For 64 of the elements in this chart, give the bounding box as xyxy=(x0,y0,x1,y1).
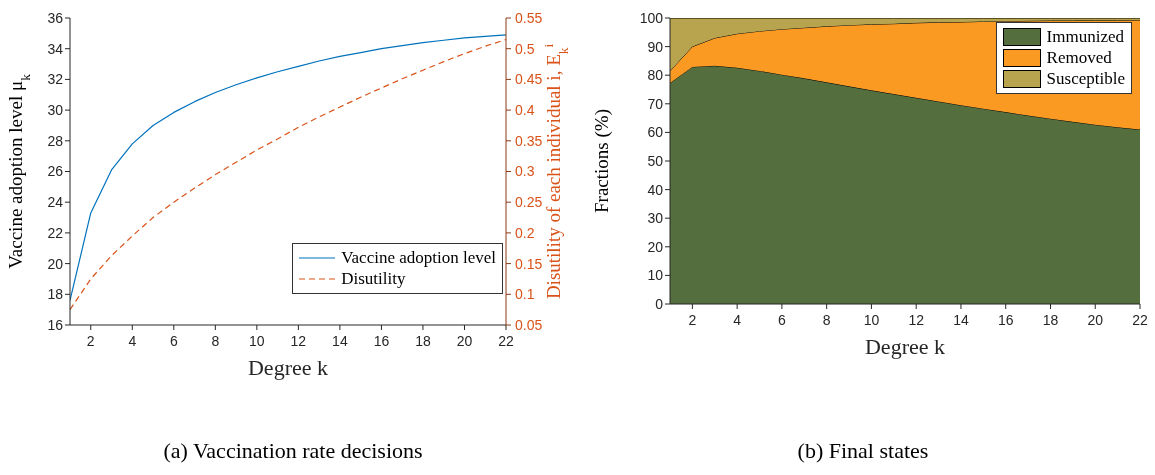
y-tick-label: 40 xyxy=(647,181,664,198)
x-tick-label: 16 xyxy=(373,332,390,349)
y2-tick-label: 0.3 xyxy=(515,163,535,180)
x-tick-label: 12 xyxy=(290,332,307,349)
x-tick-label: 22 xyxy=(1132,311,1148,328)
y-tick-label: 80 xyxy=(647,67,664,84)
legend-label: Susceptible xyxy=(1046,69,1125,89)
x-tick-label: 18 xyxy=(415,332,431,349)
legend-label: Removed xyxy=(1046,48,1112,68)
y2-tick-label: 0.2 xyxy=(515,224,535,241)
y2-tick-label: 0.05 xyxy=(515,316,543,333)
y-tick-label: 34 xyxy=(47,40,64,57)
y2-tick-label: 0.15 xyxy=(515,255,543,272)
y-tick-label: 28 xyxy=(47,132,64,149)
x-tick-label: 6 xyxy=(778,311,787,328)
x-tick-label: 20 xyxy=(1087,311,1104,328)
y-tick-label: 60 xyxy=(647,124,664,141)
y2-tick-label: 0.5 xyxy=(515,40,535,57)
legend-label: Disutility xyxy=(341,269,406,289)
x-tick-label: 10 xyxy=(249,332,265,349)
y2-tick-label: 0.4 xyxy=(515,102,535,119)
y-axis-title: Fractions (%) xyxy=(591,109,613,213)
y-tick-label: 36 xyxy=(47,9,64,26)
y2-tick-label: 0.1 xyxy=(515,286,535,303)
x-tick-label: 6 xyxy=(169,332,178,349)
x-tick-label: 10 xyxy=(863,311,880,328)
x-tick-label: 20 xyxy=(456,332,473,349)
y2-tick-label: 0.35 xyxy=(515,132,543,149)
y-tick-label: 20 xyxy=(47,255,64,272)
y-tick-label: 24 xyxy=(47,194,64,211)
y2-tick-label: 0.55 xyxy=(515,9,543,26)
text: (a) Vaccination rate decisions xyxy=(163,438,423,464)
y-tick-label: 30 xyxy=(47,102,64,119)
x-tick-label: 14 xyxy=(332,332,348,349)
y-tick-label: 100 xyxy=(639,9,664,26)
y2-tick-label: 0.45 xyxy=(515,71,543,88)
y-tick-label: 70 xyxy=(647,95,664,112)
y-tick-label: 50 xyxy=(647,152,664,169)
y-tick-label: 22 xyxy=(47,224,64,241)
y-tick-label: 0 xyxy=(655,295,664,312)
x-tick-label: 12 xyxy=(908,311,925,328)
legend-label: Immunized xyxy=(1046,27,1125,47)
x-tick-label: 4 xyxy=(128,332,137,349)
x-tick-label: 4 xyxy=(733,311,742,328)
y-tick-label: 26 xyxy=(47,163,64,180)
text: (b) Final states xyxy=(797,438,929,464)
x-axis-title: Degree k xyxy=(247,355,329,380)
y-tick-label: 10 xyxy=(647,267,664,284)
y-tick-label: 20 xyxy=(647,238,664,255)
x-tick-label: 8 xyxy=(211,332,220,349)
legend-label: Vaccine adoption level xyxy=(341,248,496,268)
y-tick-label: 18 xyxy=(47,286,64,303)
y-tick-label: 30 xyxy=(647,210,664,227)
x-tick-label: 2 xyxy=(86,332,95,349)
x-axis-title: Degree k xyxy=(864,334,946,359)
y-tick-label: 90 xyxy=(647,38,664,55)
x-tick-label: 16 xyxy=(997,311,1014,328)
y-tick-label: 32 xyxy=(47,71,64,88)
x-tick-label: 18 xyxy=(1042,311,1059,328)
x-tick-label: 8 xyxy=(822,311,831,328)
x-tick-label: 14 xyxy=(953,311,969,328)
x-tick-label: 22 xyxy=(498,332,514,349)
y2-tick-label: 0.25 xyxy=(515,194,543,211)
x-tick-label: 2 xyxy=(688,311,697,328)
